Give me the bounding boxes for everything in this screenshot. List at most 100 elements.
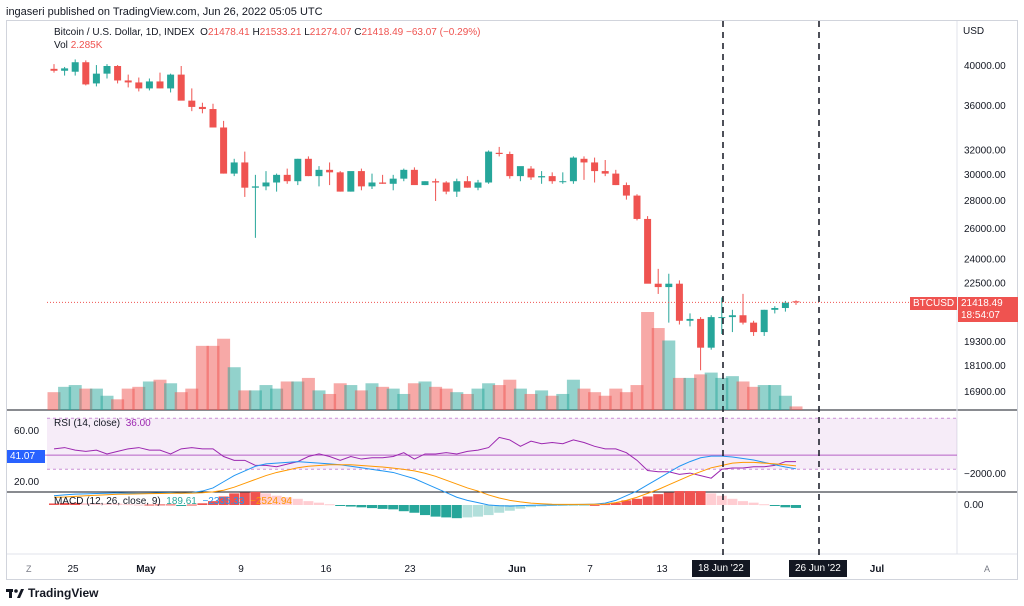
macd-histogram-bar xyxy=(738,501,748,505)
macd-histogram-bar xyxy=(642,496,653,505)
volume-bar xyxy=(439,388,453,410)
macd-signal-value: −2524.94 xyxy=(250,496,292,507)
rsi-legend[interactable]: RSI (14, close) 36.00 xyxy=(54,418,151,429)
volume-bar xyxy=(259,385,273,410)
price-tick-label: 22500.00 xyxy=(964,279,1006,290)
rsi-label: RSI (14, close) xyxy=(54,418,121,429)
macd-tick-label: 0.00 xyxy=(964,500,984,511)
candle-body xyxy=(145,81,153,89)
candle-body xyxy=(463,181,471,188)
volume-bars xyxy=(47,312,803,410)
volume-bar xyxy=(683,377,697,410)
volume-bar xyxy=(651,328,665,410)
macd-pane: 0.00 −2000.00 xyxy=(49,455,1006,519)
volume-bar xyxy=(577,388,591,410)
tradingview-logo-icon xyxy=(6,588,24,598)
candle-body xyxy=(760,309,768,333)
macd-histogram-bar xyxy=(759,504,770,506)
candle-body xyxy=(675,283,683,321)
publish-line: ingaseri published on TradingView.com, J… xyxy=(6,6,323,18)
volume-bar xyxy=(312,390,326,410)
symbol-price-tag: BTCUSD xyxy=(910,297,958,310)
macd-legend[interactable]: MACD (12, 26, close, 9) 189.61 −2335.33 … xyxy=(54,496,292,507)
candle-body xyxy=(177,74,185,101)
macd-histogram-bar xyxy=(473,505,483,517)
candle-body xyxy=(92,73,100,84)
date-tag-1: 18 Jun '22 xyxy=(692,560,750,577)
candle-body xyxy=(156,81,164,89)
macd-histogram-bar xyxy=(144,504,155,506)
volume-bar xyxy=(598,395,612,410)
candles xyxy=(50,59,800,371)
legend-ohlc: Bitcoin / U.S. Dollar, 1D, INDEX O21478.… xyxy=(54,27,480,38)
macd-histogram-bar xyxy=(133,504,144,506)
volume-bar xyxy=(545,395,559,410)
volume-bar xyxy=(195,345,209,410)
volume-bar xyxy=(407,383,421,410)
macd-histogram-bar xyxy=(112,503,123,505)
candle-body xyxy=(739,315,747,323)
macd-histogram-bar xyxy=(271,495,282,505)
candle-body xyxy=(304,158,312,177)
candle-body xyxy=(230,162,238,174)
candle-body xyxy=(697,318,705,348)
macd-histogram-bar xyxy=(303,501,314,505)
candle-body xyxy=(347,171,355,192)
candle-body xyxy=(82,62,90,85)
volume-bar xyxy=(185,388,199,410)
volume-bar xyxy=(280,381,294,410)
signal-series xyxy=(53,461,797,505)
macd-histogram-bar xyxy=(769,505,780,506)
volume-bar xyxy=(68,385,82,410)
macd-histogram-bar xyxy=(515,505,526,509)
candle-body xyxy=(707,317,715,348)
price-tick-label: 32000.00 xyxy=(964,145,1006,156)
volume-bar xyxy=(619,392,633,410)
macd-histogram-bar xyxy=(345,505,356,507)
volume-bar xyxy=(217,338,231,410)
volume-bar xyxy=(662,340,676,410)
volume-bar xyxy=(386,388,400,410)
price-tick-label: 30000.00 xyxy=(964,170,1006,181)
legend-volume: Vol 2.285K xyxy=(54,40,102,51)
macd-histogram-bar xyxy=(526,505,536,508)
time-tick-label: 25 xyxy=(67,564,79,575)
macd-histogram-bar xyxy=(674,491,685,505)
time-tick-label: 23 xyxy=(404,564,416,575)
candle-body xyxy=(315,169,323,177)
macd-histogram-bar xyxy=(377,505,388,509)
candle-body xyxy=(665,283,673,288)
auto-scale-button[interactable]: A xyxy=(984,564,991,574)
macd-histogram-bar xyxy=(70,502,81,505)
macd-histogram-bar xyxy=(229,493,240,505)
candle-body xyxy=(591,162,599,172)
volume-bar xyxy=(450,392,464,410)
macd-histogram-bar xyxy=(155,504,165,506)
symbol-name[interactable]: Bitcoin / U.S. Dollar, 1D, INDEX xyxy=(54,27,195,38)
macd-histogram-bar xyxy=(653,494,664,505)
macd-line-value: −2335.33 xyxy=(202,496,245,507)
volume-bar xyxy=(672,377,686,410)
change-value: −63.07 (−0.29%) xyxy=(405,27,481,38)
macd-histogram-bar xyxy=(780,505,791,508)
candle-body xyxy=(495,152,503,154)
macd-histogram-bar xyxy=(80,503,91,505)
volume-bar xyxy=(121,388,135,410)
zoom-reset-button[interactable]: Z xyxy=(26,564,32,574)
candle-body xyxy=(273,174,281,183)
macd-histogram-bar xyxy=(420,505,430,516)
candle-body xyxy=(114,66,122,81)
candle-body xyxy=(262,182,270,187)
price-tick-label: 19300.00 xyxy=(964,337,1006,348)
candle-body xyxy=(548,176,556,182)
candle-body xyxy=(326,169,334,173)
brand-name[interactable]: TradingView xyxy=(28,586,99,600)
candle-body xyxy=(728,315,736,318)
macd-histogram-bar xyxy=(398,505,409,512)
time-tick-label: Jun xyxy=(508,564,526,575)
candle-body xyxy=(792,301,800,303)
macd-histogram-bar xyxy=(59,502,70,505)
currency-label[interactable]: USD xyxy=(963,26,985,37)
candle-body xyxy=(453,181,461,192)
